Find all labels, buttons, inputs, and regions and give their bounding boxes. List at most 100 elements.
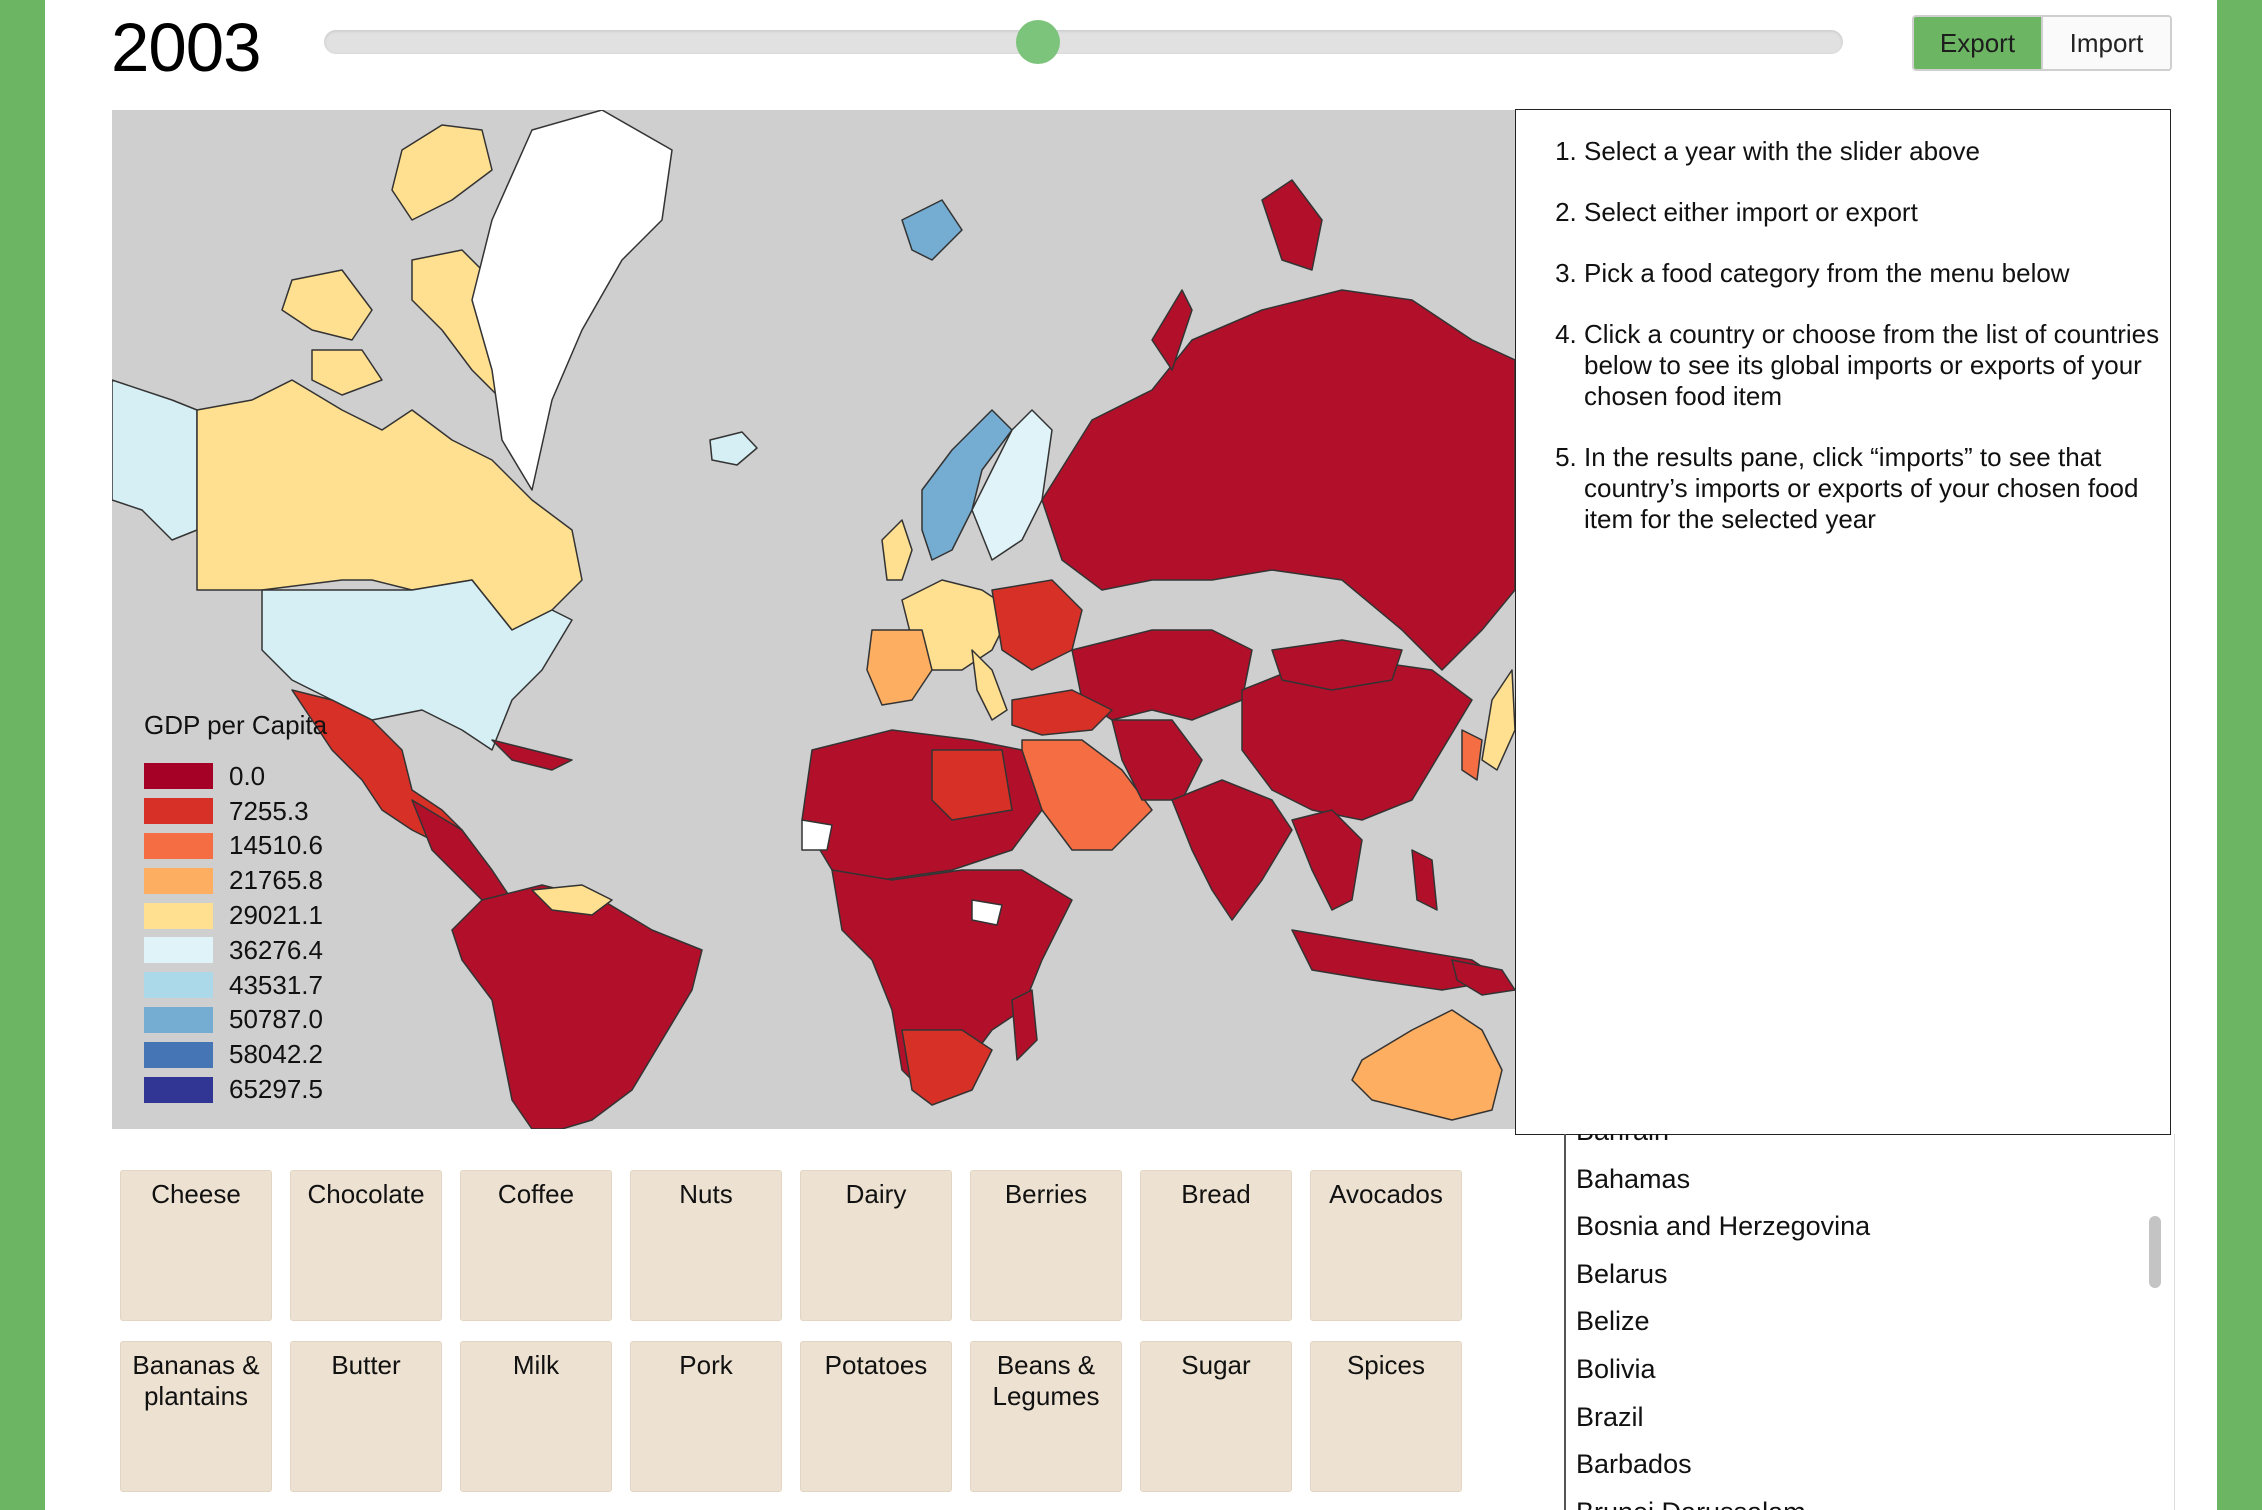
legend-label: 36276.4 bbox=[229, 934, 323, 965]
legend-label: 50787.0 bbox=[229, 1004, 323, 1035]
legend-label: 65297.5 bbox=[229, 1074, 323, 1105]
export-import-toggle: Export Import bbox=[1912, 15, 2172, 71]
country-eastern-europe bbox=[991, 579, 1083, 671]
legend-title: GDP per Capita bbox=[144, 710, 328, 740]
instruction-step: Select a year with the slider above bbox=[1584, 136, 2164, 167]
legend-label: 21765.8 bbox=[229, 865, 323, 896]
legend-item: 43531.7 bbox=[144, 968, 327, 1003]
legend-item: 65297.5 bbox=[144, 1072, 327, 1107]
country-list-item[interactable]: Brunei Darussalam bbox=[1566, 1489, 2174, 1510]
instruction-step: In the results pane, click “imports” to … bbox=[1584, 442, 2164, 535]
legend-label: 58042.2 bbox=[229, 1039, 323, 1070]
legend-swatch bbox=[144, 763, 213, 790]
country-scandinavia bbox=[921, 409, 1013, 561]
legend-item: 29021.1 bbox=[144, 898, 327, 933]
country-list-scrollbar[interactable] bbox=[2149, 1216, 2161, 1288]
legend-swatch bbox=[144, 832, 213, 859]
legend-item: 7255.3 bbox=[144, 794, 327, 829]
country-list-item[interactable]: Brazil bbox=[1576, 1401, 1644, 1432]
country-alaska bbox=[112, 379, 198, 541]
legend-swatch bbox=[144, 902, 213, 929]
legend-label: 29021.1 bbox=[229, 900, 323, 931]
export-button[interactable]: Export bbox=[1914, 17, 2041, 69]
country-canada-islands bbox=[281, 269, 373, 341]
legend-swatch bbox=[144, 1006, 213, 1033]
food-category-button[interactable]: Pork bbox=[630, 1341, 782, 1492]
country-libya bbox=[931, 749, 1013, 821]
food-category-button[interactable]: Nuts bbox=[630, 1170, 782, 1321]
legend-swatch bbox=[144, 937, 213, 964]
country-list-item[interactable]: Bahrain bbox=[1566, 1134, 2174, 1156]
legend-swatch bbox=[144, 798, 213, 825]
country-central-africa bbox=[831, 869, 1073, 1091]
country-south-sudan bbox=[971, 899, 1003, 926]
legend-swatch bbox=[144, 1076, 213, 1103]
food-category-button[interactable]: Cheese bbox=[120, 1170, 272, 1321]
country-philippines bbox=[1411, 849, 1438, 911]
country-canada-islands-2 bbox=[311, 349, 383, 396]
country-russia bbox=[1041, 289, 1515, 671]
year-slider-thumb[interactable] bbox=[1015, 20, 1060, 64]
country-south-africa bbox=[901, 1029, 993, 1106]
instruction-step: Click a country or choose from the list … bbox=[1584, 319, 2164, 412]
country-australia bbox=[1351, 1009, 1503, 1121]
year-display: 2003 bbox=[111, 9, 261, 86]
legend-label: 7255.3 bbox=[229, 795, 309, 826]
instructions-panel: Select a year with the slider above Selec… bbox=[1515, 109, 2171, 1135]
country-russia-arctic bbox=[1261, 179, 1323, 271]
country-western-sahara bbox=[801, 819, 833, 851]
food-category-button[interactable]: Bread bbox=[1140, 1170, 1292, 1321]
map-legend: GDP per Capita 0.0 7255.3 14510.6 21765.8 29… bbox=[144, 710, 327, 1107]
country-usa bbox=[261, 579, 573, 751]
legend-item: 21765.8 bbox=[144, 863, 327, 898]
food-category-button[interactable]: Sugar bbox=[1140, 1341, 1292, 1492]
food-category-button[interactable]: Coffee bbox=[460, 1170, 612, 1321]
legend-swatch bbox=[144, 972, 213, 999]
country-south-america bbox=[451, 884, 703, 1129]
food-category-button[interactable]: Berries bbox=[970, 1170, 1122, 1321]
world-map-svg[interactable] bbox=[112, 110, 1515, 1129]
country-iberia bbox=[866, 629, 933, 706]
country-italy bbox=[971, 649, 1008, 721]
country-mongolia bbox=[1271, 639, 1403, 691]
country-japan bbox=[1481, 669, 1515, 771]
food-category-button[interactable]: Butter bbox=[290, 1341, 442, 1492]
food-category-button[interactable]: Potatoes bbox=[800, 1341, 952, 1492]
country-novaya-zemlya bbox=[1151, 289, 1193, 371]
import-button[interactable]: Import bbox=[2041, 17, 2170, 69]
legend-swatch bbox=[144, 867, 213, 894]
food-category-button[interactable]: Dairy bbox=[800, 1170, 952, 1321]
country-caribbean bbox=[491, 739, 573, 771]
app-page: 2003 Export Import bbox=[45, 0, 2217, 1510]
year-slider-track[interactable] bbox=[324, 30, 1843, 54]
country-list-item[interactable]: Belize bbox=[1576, 1306, 1650, 1337]
food-category-button[interactable]: Beans & Legumes bbox=[970, 1341, 1122, 1492]
country-canada-arctic bbox=[391, 124, 493, 221]
country-list-item[interactable]: Barbados bbox=[1576, 1449, 1692, 1480]
country-list-item[interactable]: Belarus bbox=[1576, 1258, 1668, 1289]
country-list-item[interactable]: Bolivia bbox=[1576, 1353, 1656, 1384]
world-map[interactable]: GDP per Capita 0.0 7255.3 14510.6 21765.8 29… bbox=[112, 110, 1515, 1129]
food-category-button[interactable]: Avocados bbox=[1310, 1170, 1462, 1321]
instruction-step: Pick a food category from the menu below bbox=[1584, 258, 2164, 289]
food-category-button[interactable]: Chocolate bbox=[290, 1170, 442, 1321]
country-greenland bbox=[471, 110, 673, 491]
legend-item: 50787.0 bbox=[144, 1003, 327, 1038]
country-items: Bahrain Bahamas Bosnia and Herzegovina Bela… bbox=[1566, 1134, 2174, 1510]
country-uk bbox=[881, 519, 913, 581]
country-iceland bbox=[709, 431, 758, 466]
country-list-item[interactable]: Bosnia and Herzegovina bbox=[1576, 1211, 1871, 1242]
country-turkey bbox=[1011, 689, 1113, 736]
country-list-item[interactable]: Bahamas bbox=[1576, 1163, 1691, 1194]
instruction-step: Select either import or export bbox=[1584, 197, 2164, 228]
food-category-button[interactable]: Spices bbox=[1310, 1341, 1462, 1492]
country-venezuela-region bbox=[531, 884, 613, 916]
country-korea bbox=[1461, 729, 1483, 781]
country-india bbox=[1171, 779, 1293, 921]
country-new-guinea bbox=[1451, 959, 1515, 996]
food-category-button[interactable]: Bananas & plantains bbox=[120, 1341, 272, 1492]
country-list[interactable]: Bahrain Bahamas Bosnia and Herzegovina Bela… bbox=[1564, 1134, 2175, 1510]
food-category-button[interactable]: Milk bbox=[460, 1341, 612, 1492]
country-madagascar bbox=[1011, 989, 1038, 1061]
country-southeast-asia bbox=[1291, 809, 1363, 911]
